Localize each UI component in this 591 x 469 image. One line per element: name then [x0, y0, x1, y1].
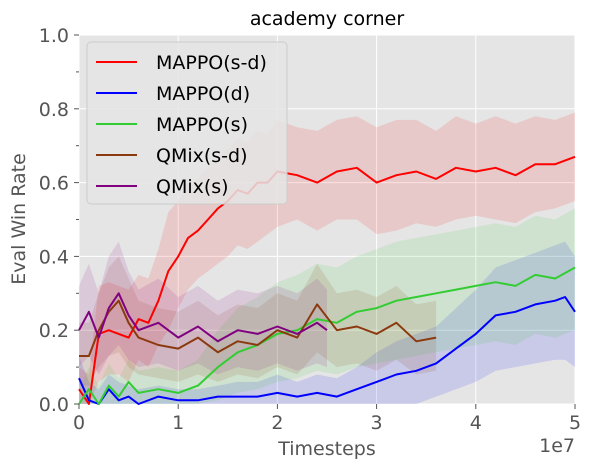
legend-label-mappo-s-d: MAPPO(s-d) — [156, 52, 267, 74]
x-tick-label: 0 — [73, 412, 85, 434]
band-qmix-s-d — [79, 256, 437, 386]
x-tick-label: 4 — [470, 412, 482, 434]
band-mappo-d — [79, 241, 575, 404]
y-axis-label: Eval Win Rate — [8, 153, 30, 285]
legend-label-mappo-s: MAPPO(s) — [156, 114, 248, 136]
x-tick-label: 2 — [271, 412, 283, 434]
legend-label-qmix-s: QMix(s) — [156, 176, 229, 198]
y-tick-label: 0.6 — [39, 173, 69, 195]
x-axis-label: Timesteps — [277, 438, 376, 460]
y-tick-label: 0.0 — [39, 394, 69, 416]
legend: MAPPO(s-d) MAPPO(d) MAPPO(s) QMix(s-d) QMix(… — [86, 41, 288, 205]
band-mappo-s — [79, 208, 575, 404]
y-tick-label: 0.4 — [39, 246, 69, 268]
x-tick-label: 1 — [172, 412, 184, 434]
series-line-qmix-s-d — [79, 299, 437, 357]
legend-label-mappo-d: MAPPO(d) — [156, 83, 250, 105]
legend-label-qmix-s-d: QMix(s-d) — [156, 145, 248, 167]
y-tick-label: 0.8 — [39, 99, 69, 121]
series-line-mappo-d — [78, 296, 576, 405]
y-tick-label: 1.0 — [39, 25, 69, 47]
chart-title: academy corner — [250, 8, 405, 30]
x-tick-label: 3 — [371, 412, 383, 434]
legend-box — [86, 41, 288, 205]
series-line-qmix-s — [78, 292, 328, 343]
y-axis-ticks: 0.0 0.2 0.4 0.6 0.8 1.0 — [39, 25, 79, 416]
x-axis-scale-label: 1e7 — [539, 435, 575, 457]
series-line-mappo-s — [78, 266, 576, 405]
x-tick-label: 5 — [569, 412, 581, 434]
y-tick-label: 0.2 — [39, 320, 69, 342]
x-axis-ticks: 0 1 2 3 4 5 — [73, 404, 581, 434]
